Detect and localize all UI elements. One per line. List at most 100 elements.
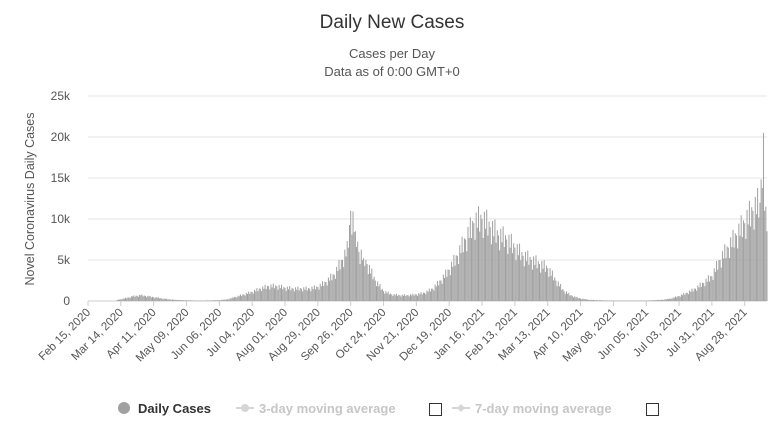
daily-cases-bar[interactable]: [183, 300, 185, 301]
daily-cases-bar[interactable]: [134, 296, 136, 301]
daily-cases-bar[interactable]: [567, 293, 569, 301]
daily-cases-bar[interactable]: [565, 291, 567, 301]
daily-cases-bar[interactable]: [615, 300, 617, 302]
daily-cases-bar[interactable]: [391, 294, 393, 301]
daily-cases-bar[interactable]: [738, 223, 740, 301]
daily-cases-bar[interactable]: [709, 281, 711, 301]
daily-cases-bar[interactable]: [746, 209, 748, 301]
daily-cases-bar[interactable]: [523, 266, 525, 301]
daily-cases-bar[interactable]: [127, 297, 129, 301]
daily-cases-bar[interactable]: [229, 298, 231, 301]
legend-7-day-diamond-marker[interactable]: [457, 404, 465, 412]
daily-cases-bar[interactable]: [368, 264, 370, 301]
daily-cases-bar[interactable]: [601, 300, 603, 301]
daily-cases-bar[interactable]: [297, 286, 299, 301]
daily-cases-bar[interactable]: [365, 259, 367, 301]
daily-cases-bar[interactable]: [702, 282, 703, 301]
daily-cases-bar[interactable]: [222, 299, 224, 301]
daily-cases-bar[interactable]: [380, 289, 382, 301]
daily-cases-bar[interactable]: [239, 294, 241, 302]
daily-cases-bar[interactable]: [573, 297, 574, 301]
daily-cases-bar[interactable]: [429, 291, 431, 301]
daily-cases-bar[interactable]: [189, 300, 191, 301]
daily-cases-bar[interactable]: [399, 295, 401, 301]
daily-cases-bar[interactable]: [694, 288, 696, 301]
daily-cases-bar[interactable]: [200, 300, 202, 302]
daily-cases-bar[interactable]: [340, 259, 342, 301]
daily-cases-bar[interactable]: [197, 300, 199, 302]
daily-cases-bar[interactable]: [174, 299, 176, 301]
daily-cases-bar[interactable]: [435, 286, 437, 301]
daily-cases-bar[interactable]: [611, 300, 613, 302]
daily-cases-bar[interactable]: [564, 293, 566, 301]
daily-cases-bar[interactable]: [282, 289, 284, 301]
daily-cases-bar[interactable]: [411, 295, 413, 301]
daily-cases-bar[interactable]: [244, 295, 246, 301]
daily-cases-bar[interactable]: [296, 289, 298, 301]
daily-cases-bar[interactable]: [358, 251, 360, 301]
daily-cases-bar[interactable]: [392, 295, 394, 301]
daily-cases-bar[interactable]: [633, 300, 635, 302]
daily-cases-bar[interactable]: [383, 291, 385, 301]
daily-cases-bar[interactable]: [217, 300, 219, 301]
daily-cases-bar[interactable]: [398, 294, 400, 301]
daily-cases-bar[interactable]: [467, 226, 469, 301]
daily-cases-bar[interactable]: [266, 285, 268, 301]
daily-cases-bar[interactable]: [140, 295, 142, 301]
daily-cases-bar[interactable]: [254, 289, 256, 301]
daily-cases-bar[interactable]: [677, 296, 679, 301]
daily-cases-bar[interactable]: [327, 277, 329, 301]
daily-cases-bar[interactable]: [660, 299, 662, 301]
daily-cases-bar[interactable]: [531, 269, 533, 301]
daily-cases-bar[interactable]: [456, 255, 458, 301]
daily-cases-bar[interactable]: [424, 292, 426, 301]
daily-cases-bar[interactable]: [684, 294, 686, 301]
daily-cases-bar[interactable]: [263, 288, 265, 301]
daily-cases-bar[interactable]: [212, 300, 214, 301]
daily-cases-bar[interactable]: [651, 300, 653, 301]
daily-cases-bar[interactable]: [537, 261, 539, 301]
daily-cases-bar[interactable]: [241, 295, 243, 301]
daily-cases-bar[interactable]: [336, 266, 338, 301]
daily-cases-bar[interactable]: [245, 292, 247, 301]
daily-cases-bar[interactable]: [506, 239, 508, 302]
daily-cases-bar[interactable]: [643, 300, 645, 302]
daily-cases-bar[interactable]: [512, 253, 514, 301]
daily-cases-bar[interactable]: [638, 300, 640, 302]
daily-cases-bar[interactable]: [281, 284, 282, 301]
daily-cases-bar[interactable]: [167, 299, 169, 301]
daily-cases-bar[interactable]: [446, 276, 448, 301]
daily-cases-bar[interactable]: [714, 271, 716, 301]
daily-cases-bar[interactable]: [279, 288, 281, 301]
daily-cases-bar[interactable]: [230, 298, 232, 301]
daily-cases-bar[interactable]: [326, 285, 328, 301]
daily-cases-bar[interactable]: [196, 300, 198, 301]
daily-cases-bar[interactable]: [719, 260, 721, 301]
daily-cases-bar[interactable]: [644, 300, 646, 302]
daily-cases-bar[interactable]: [489, 227, 491, 301]
legend-daily-cases-marker[interactable]: [118, 402, 130, 414]
daily-cases-bar[interactable]: [451, 261, 453, 301]
daily-cases-bar[interactable]: [125, 297, 127, 301]
daily-cases-bar[interactable]: [574, 296, 576, 301]
daily-cases-bar[interactable]: [298, 290, 300, 301]
daily-cases-bar[interactable]: [487, 235, 489, 301]
daily-cases-bar[interactable]: [513, 243, 515, 301]
daily-cases-bar[interactable]: [721, 251, 723, 301]
daily-cases-bar[interactable]: [473, 223, 475, 301]
daily-cases-bar[interactable]: [261, 291, 263, 301]
daily-cases-bar[interactable]: [120, 299, 122, 301]
daily-cases-bar[interactable]: [748, 200, 750, 301]
daily-cases-bar[interactable]: [284, 287, 286, 301]
daily-cases-bar[interactable]: [121, 299, 123, 301]
daily-cases-bar[interactable]: [402, 295, 404, 301]
daily-cases-bar[interactable]: [128, 297, 130, 301]
daily-cases-bar[interactable]: [173, 299, 175, 301]
daily-cases-bar[interactable]: [286, 286, 288, 301]
daily-cases-bar[interactable]: [713, 268, 715, 301]
daily-cases-bar[interactable]: [441, 283, 443, 301]
daily-cases-bar[interactable]: [401, 294, 403, 301]
daily-cases-bar[interactable]: [588, 299, 590, 301]
daily-cases-bar[interactable]: [691, 288, 693, 301]
daily-cases-bar[interactable]: [712, 279, 714, 301]
